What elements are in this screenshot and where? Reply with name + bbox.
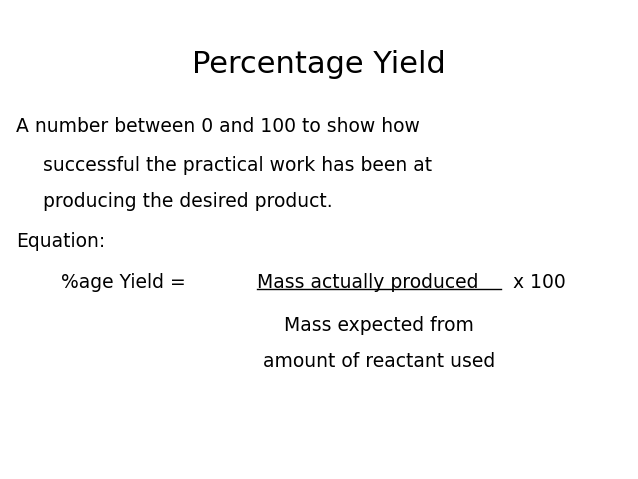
Text: %age Yield =: %age Yield = (61, 273, 191, 292)
Text: Equation:: Equation: (16, 232, 105, 251)
Text: amount of reactant used: amount of reactant used (263, 352, 495, 371)
Text: producing the desired product.: producing the desired product. (43, 192, 333, 211)
Text: x 100: x 100 (501, 273, 565, 292)
Text: Mass actually produced: Mass actually produced (258, 273, 479, 292)
Text: Mass expected from: Mass expected from (284, 316, 474, 335)
Text: A number between 0 and 100 to show how: A number between 0 and 100 to show how (16, 117, 420, 137)
Text: successful the practical work has been at: successful the practical work has been a… (43, 156, 433, 175)
Text: Percentage Yield: Percentage Yield (192, 50, 446, 80)
